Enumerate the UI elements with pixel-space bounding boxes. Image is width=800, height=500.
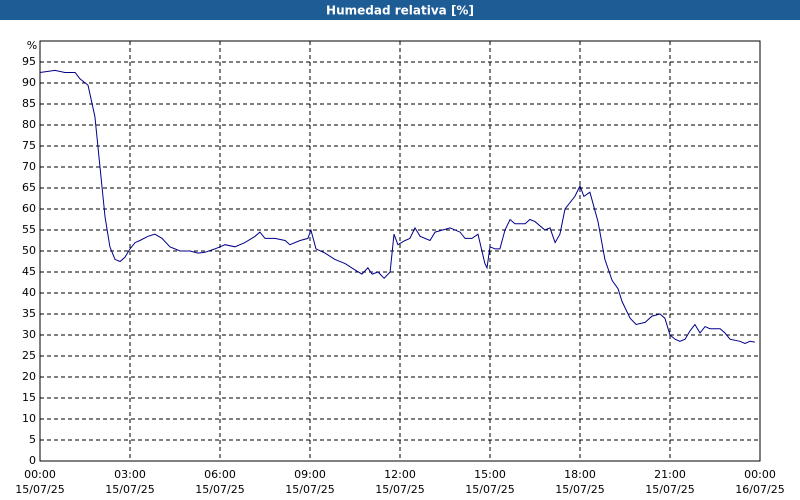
y-tick-label: 10 [22,412,36,425]
x-tick-label: 03:00 15/07/25 [105,468,154,496]
x-tick-label: 21:00 15/07/25 [645,468,694,496]
y-tick-label: 60 [22,202,36,215]
y-tick-label: 70 [22,160,36,173]
y-tick-label: 90 [22,76,36,89]
data-line [39,69,755,344]
x-tick-label: 15:00 15/07/25 [465,468,514,496]
x-tick-label: 06:00 15/07/25 [195,468,244,496]
y-tick-label: 25 [22,349,36,362]
y-tick-label: 75 [22,139,36,152]
y-tick-label: 15 [22,391,36,404]
y-tick-label: 35 [22,307,36,320]
y-tick-label: 65 [22,181,36,194]
y-tick-label: 50 [22,244,36,257]
x-tick-label: 09:00 15/07/25 [285,468,334,496]
plot-border [39,40,761,462]
x-tick-label: 12:00 15/07/25 [375,468,424,496]
x-tick-label: 00:00 16/07/25 [735,468,784,496]
x-tick-label: 00:00 15/07/25 [15,468,64,496]
y-tick-label: 5 [29,433,36,446]
y-tick-label: 20 [22,370,36,383]
y-tick-label: 95 [22,55,36,68]
y-tick-label: 55 [22,223,36,236]
x-tick-label: 18:00 15/07/25 [555,468,604,496]
chart-title: Humedad relativa [%] [326,4,474,18]
y-axis-label: % [27,39,37,52]
y-tick-label: 0 [29,454,36,467]
title-bar [0,0,800,20]
y-tick-label: 45 [22,265,36,278]
y-tick-label: 30 [22,328,36,341]
y-tick-label: 85 [22,97,36,110]
y-tick-label: 40 [22,286,36,299]
y-tick-label: 80 [22,118,36,131]
